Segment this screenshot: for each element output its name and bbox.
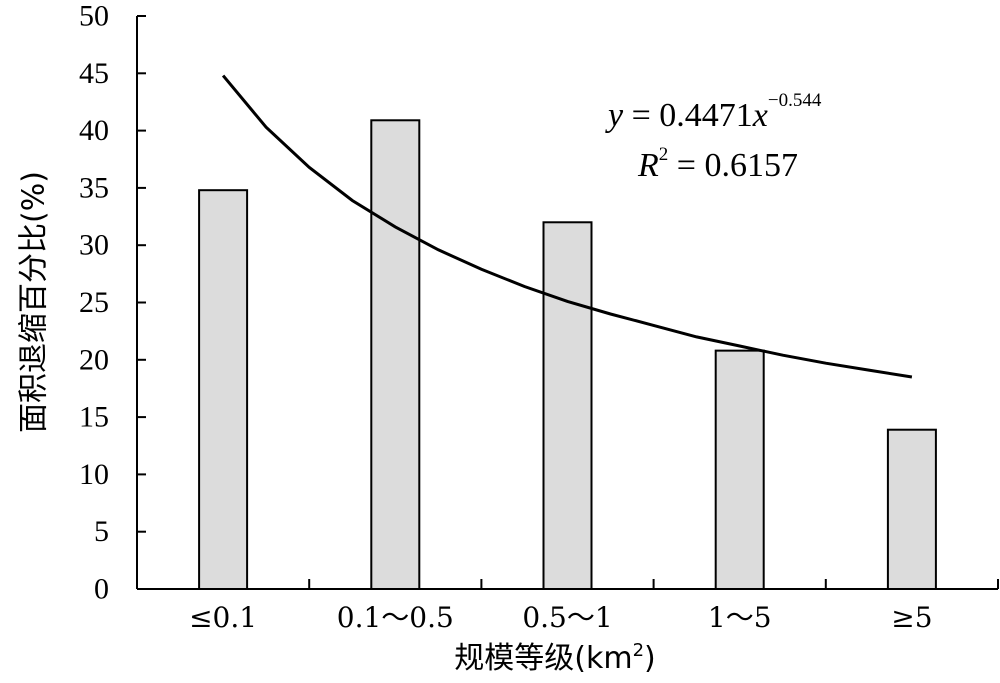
y-tick-label: 20 xyxy=(79,343,109,376)
trendline xyxy=(221,74,913,379)
r-value: = 0.6157 xyxy=(668,147,798,184)
bar xyxy=(370,119,421,590)
axes xyxy=(136,16,998,590)
y-tick-label: 10 xyxy=(79,458,109,491)
y-tick-label: 0 xyxy=(94,573,109,606)
bar xyxy=(542,221,593,590)
y-tick-label: 5 xyxy=(94,515,109,548)
bar xyxy=(198,189,249,591)
r-sup: 2 xyxy=(659,144,669,165)
bars xyxy=(198,119,937,591)
x-axis-title-tail: ) xyxy=(644,641,656,676)
y-tick-label: 15 xyxy=(79,401,109,434)
r-var: R xyxy=(637,147,659,184)
y-tick-label: 25 xyxy=(79,286,109,319)
eq-y-var: y xyxy=(605,97,624,134)
bar xyxy=(714,349,765,590)
x-axis-title: 规模等级(km2) xyxy=(454,640,655,676)
x-axis-categories: ≤0.1 0.1～0.5 0.5～1 1～5 ≥5 xyxy=(136,579,999,634)
y-axis-title: 面积退缩百分比(%) xyxy=(17,171,52,433)
y-tick-label: 45 xyxy=(79,57,109,90)
x-category-label: 0.1～0.5 xyxy=(337,601,454,634)
x-category-label: 1～5 xyxy=(708,601,772,634)
y-axis-ticks: 0 5 10 15 20 25 30 35 40 45 50 xyxy=(79,0,146,606)
eq-coefficient: = 0.4471 xyxy=(623,97,753,134)
eq-exponent: −0.544 xyxy=(768,90,822,111)
bar xyxy=(886,428,937,590)
x-axis-title-sup: 2 xyxy=(633,640,644,661)
x-axis-title-main: 规模等级(km xyxy=(454,641,632,676)
x-category-label: ≥5 xyxy=(891,601,932,634)
x-category-label: 0.5～1 xyxy=(522,601,612,634)
trend-equation: y = 0.4471x−0.544 xyxy=(605,90,822,134)
x-category-label: ≤0.1 xyxy=(189,601,257,634)
y-tick-label: 30 xyxy=(79,229,109,262)
y-tick-label: 35 xyxy=(79,171,109,204)
trend-r-squared: R2 = 0.6157 xyxy=(637,144,798,184)
y-tick-label: 40 xyxy=(79,114,109,147)
eq-x-var: x xyxy=(752,97,768,134)
y-tick-label: 50 xyxy=(79,0,109,33)
